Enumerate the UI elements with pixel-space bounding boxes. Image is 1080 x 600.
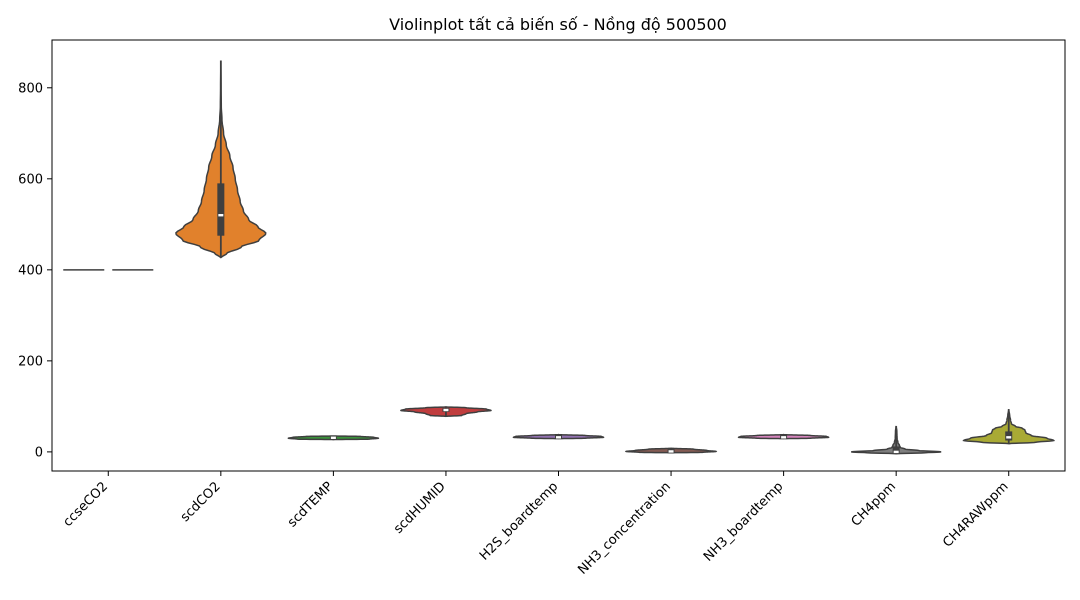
- violin-NH3_concentration: [624, 447, 718, 454]
- plot-frame: [51, 39, 1066, 472]
- x-tick-label: scdHUMID: [391, 479, 449, 537]
- y-tick-label: 600: [18, 172, 43, 187]
- violin-median: [443, 408, 449, 412]
- violin-median: [893, 450, 899, 454]
- y-tick-label: 200: [18, 354, 43, 369]
- violin-iqr-box: [1005, 431, 1013, 441]
- x-tick-label: scdCO2: [178, 479, 224, 525]
- violin-median: [668, 450, 674, 453]
- violin-scdCO2: [175, 60, 267, 259]
- y-tick-label: 800: [18, 81, 43, 96]
- violin-median: [556, 436, 561, 439]
- violin-scdTEMP: [287, 435, 380, 441]
- violin-NH3_boardtemp: [737, 433, 830, 440]
- x-tick-label: CH4RAWppm: [940, 479, 1011, 550]
- violin-median: [218, 214, 224, 217]
- y-tick-label: 0: [35, 445, 43, 460]
- x-tick-label: NH3_boardtemp: [701, 479, 786, 564]
- x-tick-label: CH4ppm: [849, 479, 899, 529]
- violin-iqr-box: [892, 446, 900, 453]
- violins-layer: [63, 60, 1056, 455]
- x-tick-label: scdTEMP: [285, 479, 336, 530]
- violin-median: [781, 436, 787, 439]
- violin-scdHUMID: [400, 406, 492, 418]
- y-axis: 0 200 400 600 800: [18, 81, 52, 460]
- y-tick-label: 400: [18, 263, 43, 278]
- violin-iqr-box: [217, 183, 225, 236]
- x-tick-label: ccseCO2: [60, 479, 111, 530]
- violin-CH4RAWppm: [962, 409, 1056, 445]
- violin-CH4ppm: [851, 425, 942, 455]
- violin-median: [1006, 436, 1012, 439]
- violin-median: [330, 436, 336, 439]
- x-tick-label: NH3_concentration: [575, 479, 674, 578]
- x-axis: ccseCO2 scdCO2 scdTEMP scdHUMID H2S_boardtem…: [60, 471, 1012, 578]
- x-tick-label: H2S_boardtemp: [477, 479, 561, 563]
- chart-title: Violinplot tất cả biến số - Nồng độ 5005…: [389, 15, 727, 34]
- violin-H2S_boardtemp: [512, 433, 605, 440]
